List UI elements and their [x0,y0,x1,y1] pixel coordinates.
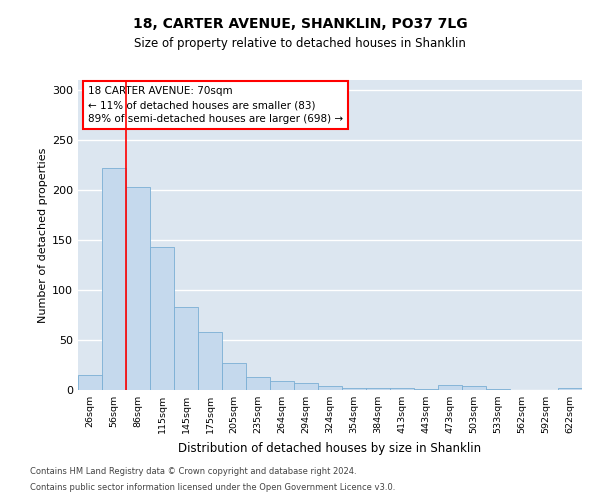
Bar [78,375,102,390]
Bar [318,386,342,390]
Bar [558,388,582,390]
Bar [246,377,270,390]
Bar [222,363,246,390]
Bar [462,386,486,390]
Bar [174,307,198,390]
Bar [366,388,390,390]
X-axis label: Distribution of detached houses by size in Shanklin: Distribution of detached houses by size … [178,442,482,454]
Bar [198,332,222,390]
Text: 18 CARTER AVENUE: 70sqm
← 11% of detached houses are smaller (83)
89% of semi-de: 18 CARTER AVENUE: 70sqm ← 11% of detache… [88,86,343,124]
Bar [342,388,366,390]
Bar [126,187,150,390]
Text: 18, CARTER AVENUE, SHANKLIN, PO37 7LG: 18, CARTER AVENUE, SHANKLIN, PO37 7LG [133,18,467,32]
Bar [438,385,462,390]
Text: Contains public sector information licensed under the Open Government Licence v3: Contains public sector information licen… [30,484,395,492]
Bar [102,168,126,390]
Bar [414,389,438,390]
Bar [270,381,294,390]
Bar [150,247,174,390]
Y-axis label: Number of detached properties: Number of detached properties [38,148,48,322]
Text: Contains HM Land Registry data © Crown copyright and database right 2024.: Contains HM Land Registry data © Crown c… [30,467,356,476]
Bar [390,388,414,390]
Text: Size of property relative to detached houses in Shanklin: Size of property relative to detached ho… [134,38,466,51]
Bar [486,389,510,390]
Bar [294,383,318,390]
